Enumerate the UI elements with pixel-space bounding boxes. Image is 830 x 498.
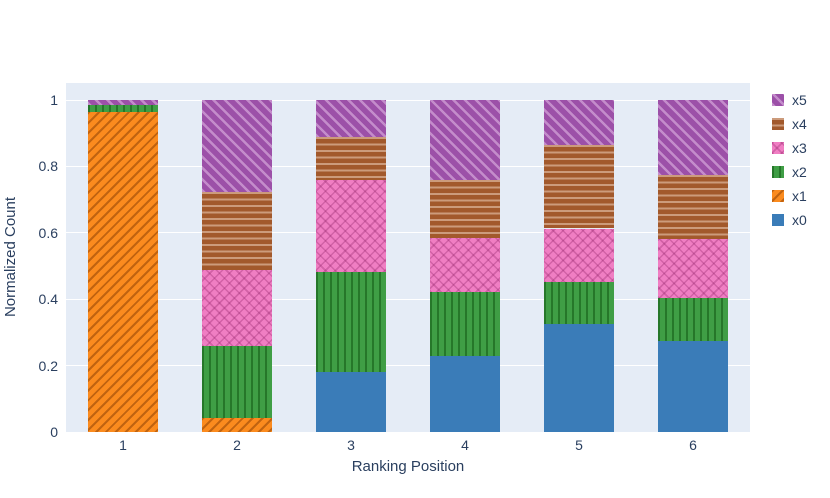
bar-segment-x3-pos4[interactable] (430, 238, 500, 292)
gridline (66, 365, 750, 367)
y-tick-label-0: 0 (50, 424, 58, 440)
gridline (66, 232, 750, 234)
legend-label-x2: x2 (792, 164, 807, 180)
bar-segment-x5-pos4[interactable] (430, 100, 500, 181)
bar-segment-x3-pos5[interactable] (544, 228, 614, 282)
y-tick-label-0.8: 0.8 (38, 158, 58, 175)
legend-item-x4[interactable]: x4 (772, 112, 807, 136)
bar-segment-x4-pos5[interactable] (544, 145, 614, 229)
legend-swatch-x0 (772, 214, 784, 226)
legend-swatch-x3 (772, 142, 784, 154)
bar-segment-x5-pos5[interactable] (544, 100, 614, 146)
legend-swatch-x5 (772, 94, 784, 106)
bar-segment-x3-pos2[interactable] (202, 270, 272, 346)
legend-swatch-x4 (772, 118, 784, 130)
x-tick-label-6: 6 (689, 437, 697, 453)
legend-label-x4: x4 (792, 116, 807, 132)
bar-segment-x2-pos3[interactable] (316, 271, 386, 373)
bar-segment-x0-pos3[interactable] (316, 372, 386, 432)
legend-item-x5[interactable]: x5 (772, 88, 807, 112)
bar-segment-x5-pos2[interactable] (202, 100, 272, 192)
x-tick-label-5: 5 (575, 437, 583, 453)
legend-swatch-x2 (772, 166, 784, 178)
bar-segment-x2-pos1[interactable] (88, 105, 158, 113)
x-tick-label-2: 2 (233, 437, 241, 453)
bar-segment-x3-pos6[interactable] (658, 239, 728, 298)
gridline (66, 431, 750, 433)
legend-label-x3: x3 (792, 140, 807, 156)
legend: x5 x4 x3 x2 x1 x0 (772, 88, 807, 232)
legend-swatch-x1 (772, 190, 784, 202)
bar-segment-x5-pos1[interactable] (88, 100, 158, 106)
bar-segment-x5-pos6[interactable] (658, 100, 728, 176)
bar-segment-x4-pos6[interactable] (658, 175, 728, 240)
y-tick-label-0.4: 0.4 (38, 291, 58, 308)
bar-segment-x3-pos3[interactable] (316, 180, 386, 272)
gridline (66, 298, 750, 300)
bar-segment-x0-pos6[interactable] (658, 341, 728, 432)
gridline (66, 99, 750, 101)
bar-segment-x4-pos2[interactable] (202, 191, 272, 270)
bar-segment-x4-pos4[interactable] (430, 180, 500, 239)
bar-segment-x2-pos6[interactable] (658, 297, 728, 342)
bar-segment-x1-pos1[interactable] (88, 112, 158, 432)
bar-segment-x2-pos5[interactable] (544, 281, 614, 325)
bar-segment-x4-pos3[interactable] (316, 136, 386, 181)
legend-item-x3[interactable]: x3 (772, 136, 807, 160)
legend-item-x1[interactable]: x1 (772, 184, 807, 208)
x-tick-label-4: 4 (461, 437, 469, 453)
x-tick-label-1: 1 (119, 437, 127, 453)
plot-area (66, 83, 750, 433)
bar-segment-x0-pos4[interactable] (430, 355, 500, 432)
x-axis-title: Ranking Position (351, 458, 465, 475)
legend-label-x5: x5 (792, 92, 807, 108)
bar-segment-x5-pos3[interactable] (316, 100, 386, 137)
legend-label-x1: x1 (792, 188, 807, 204)
y-tick-label-0.2: 0.2 (38, 357, 58, 374)
bar-segment-x2-pos2[interactable] (202, 345, 272, 419)
gridline (66, 165, 750, 167)
bar-segment-x1-pos2[interactable] (202, 418, 272, 432)
bar-segment-x2-pos4[interactable] (430, 291, 500, 356)
bar-segment-x0-pos5[interactable] (544, 324, 614, 432)
x-tick-label-3: 3 (347, 437, 355, 453)
legend-label-x0: x0 (792, 212, 807, 228)
legend-item-x2[interactable]: x2 (772, 160, 807, 184)
y-tick-label-1: 1 (50, 92, 58, 108)
y-tick-label-0.6: 0.6 (38, 224, 58, 241)
legend-item-x0[interactable]: x0 (772, 208, 807, 232)
